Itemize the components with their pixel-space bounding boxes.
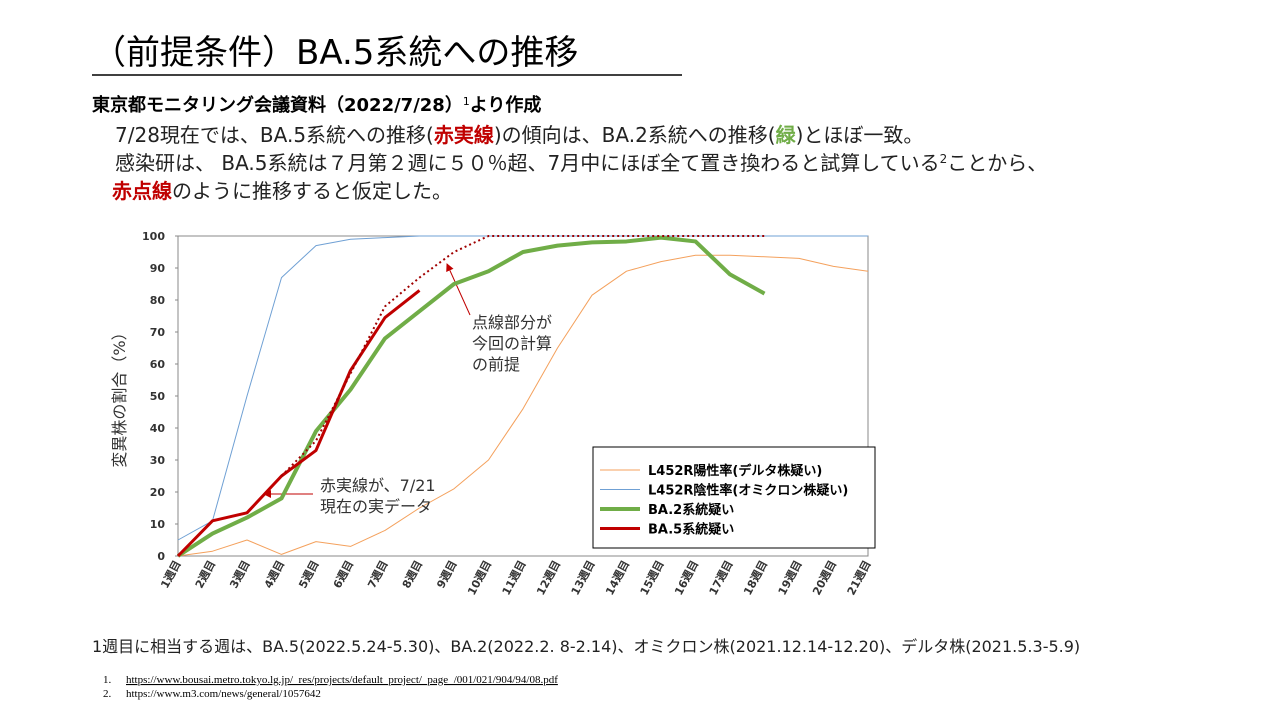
x-tick-label: 11週目 <box>499 558 529 598</box>
legend-label: BA.5系統疑い <box>648 522 734 538</box>
x-tick-label: 7週目 <box>364 558 390 591</box>
text-line: 東京都モニタリング会議資料（2022/7/28）1より作成 <box>92 94 541 116</box>
annotation: 点線部分が <box>472 313 552 332</box>
series-line <box>176 289 421 558</box>
text-part: 1 <box>463 95 470 108</box>
text-part: 緑 <box>776 123 797 147</box>
annotation-arrow <box>446 263 471 316</box>
x-tick-label: 15週目 <box>637 558 667 598</box>
y-tick-label: 10 <box>150 518 166 531</box>
x-tick-label: 21週目 <box>844 558 874 598</box>
text-part: )とほぼ一致。 <box>796 123 924 147</box>
y-tick-label: 20 <box>150 486 166 499</box>
y-tick-label: 0 <box>157 550 165 563</box>
text-part: )の傾向は、BA.2系統への推移( <box>494 123 776 147</box>
x-tick-label: 5週目 <box>295 558 321 591</box>
x-tick-label: 18週目 <box>740 558 770 598</box>
text-part: のように推移すると仮定した。 <box>172 179 452 203</box>
x-tick-label: 19週目 <box>775 558 805 598</box>
reference-number: 1. <box>103 674 112 686</box>
y-axis-label: 変異株の割合（%） <box>110 324 129 467</box>
text-part: 赤実線 <box>434 123 494 147</box>
legend-box <box>592 446 876 549</box>
text-part: ことから、 <box>947 151 1047 175</box>
y-tick-label: 100 <box>142 230 165 243</box>
x-tick-label: 12週目 <box>533 558 563 598</box>
series-line <box>280 235 765 477</box>
reference-link[interactable]: https://www.bousai.metro.tokyo.lg.jp/_re… <box>126 674 558 686</box>
y-tick-label: 70 <box>150 326 166 339</box>
x-tick-label: 17週目 <box>706 558 736 598</box>
y-tick-label: 50 <box>150 390 166 403</box>
x-tick-label: 10週目 <box>464 558 494 598</box>
x-tick-label: 6週目 <box>330 558 356 591</box>
legend-label: L452R陰性率(オミクロン株疑い) <box>648 483 848 499</box>
annotation: 赤実線が、7/21 <box>320 476 436 495</box>
y-tick-label: 90 <box>150 262 166 275</box>
x-tick-label: 14週目 <box>602 558 632 598</box>
text-part: 赤点線 <box>112 179 172 203</box>
text-line: 7/28現在では、BA.5系統への推移(赤実線)の傾向は、BA.2系統への推移(… <box>115 123 923 147</box>
slide-title: （前提条件）BA.5系統への推移 <box>92 33 578 73</box>
x-tick-label: 3週目 <box>226 558 252 591</box>
x-tick-label: 13週目 <box>568 558 598 598</box>
x-tick-label: 16週目 <box>671 558 701 598</box>
y-tick-label: 80 <box>150 294 166 307</box>
y-tick-label: 40 <box>150 422 166 435</box>
text-line: 赤点線のように推移すると仮定した。 <box>112 179 452 203</box>
annotation: 現在の実データ <box>320 497 432 516</box>
reference-number: 2. <box>103 688 112 700</box>
series-line <box>177 254 869 557</box>
x-tick-label: 20週目 <box>809 558 839 598</box>
x-tick-label: 4週目 <box>261 558 287 591</box>
legend-label: L452R陽性率(デルタ株疑い) <box>648 463 822 479</box>
x-tick-label: 8週目 <box>399 558 425 591</box>
text-part: 感染研は、 BA.5系統は７月第２週に５０％超、7月中にほぼ全て置き換わると試算… <box>115 151 940 175</box>
legend-label: BA.2系統疑い <box>648 502 734 518</box>
text-part: 7/28現在では、BA.5系統への推移( <box>115 123 434 147</box>
annotation: 今回の計算 <box>472 334 552 353</box>
reference-text: https://www.m3.com/news/general/1057642 <box>126 688 321 700</box>
y-tick-label: 60 <box>150 358 166 371</box>
text-part: より作成 <box>470 94 542 116</box>
x-tick-label: 9週目 <box>433 558 459 591</box>
footer-note: 1週目に相当する週は、BA.5(2022.5.24-5.30)、BA.2(202… <box>92 637 1080 656</box>
text-line: 感染研は、 BA.5系統は７月第２週に５０％超、7月中にほぼ全て置き換わると試算… <box>115 151 1047 175</box>
series-line <box>176 235 766 558</box>
text-part: 東京都モニタリング会議資料（2022/7/28） <box>92 94 463 116</box>
y-tick-label: 30 <box>150 454 166 467</box>
x-tick-label: 2週目 <box>192 558 218 591</box>
annotation: の前提 <box>472 355 520 374</box>
text-part: 2 <box>940 152 948 166</box>
